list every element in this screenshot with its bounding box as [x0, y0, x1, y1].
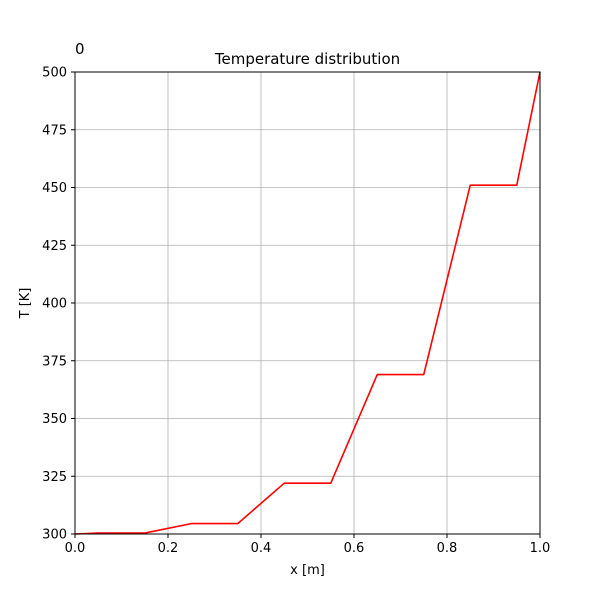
grid-layer [74, 71, 541, 535]
y-tick-label: 375 [42, 354, 67, 369]
chart-title: Temperature distribution [214, 50, 400, 68]
x-tick-label: 0.4 [251, 541, 272, 556]
x-tick-label: 0.6 [344, 541, 365, 556]
x-axis-ticks: 0.0 0.2 0.4 0.6 0.8 1.0 [65, 534, 551, 556]
y-tick-label: 425 [42, 239, 67, 254]
y-tick-label: 475 [42, 123, 67, 138]
y-tick-label: 300 [42, 528, 67, 543]
corner-label: 0 [75, 40, 85, 58]
series-layer [74, 71, 541, 535]
y-tick-label: 400 [42, 297, 67, 312]
y-tick-label: 500 [42, 66, 67, 81]
temperature-series-line [74, 71, 541, 535]
y-tick-label: 350 [42, 412, 67, 427]
x-axis-label: x [m] [290, 563, 325, 578]
y-tick-label: 450 [42, 181, 67, 196]
x-tick-label: 0.8 [437, 541, 458, 556]
y-axis-label: T [K] [18, 288, 33, 320]
x-tick-label: 1.0 [530, 541, 551, 556]
x-tick-label: 0.0 [65, 541, 86, 556]
y-tick-label: 325 [42, 470, 67, 485]
y-axis-ticks: 300 325 350 375 400 425 450 475 500 [42, 66, 75, 543]
x-tick-label: 0.2 [158, 541, 179, 556]
